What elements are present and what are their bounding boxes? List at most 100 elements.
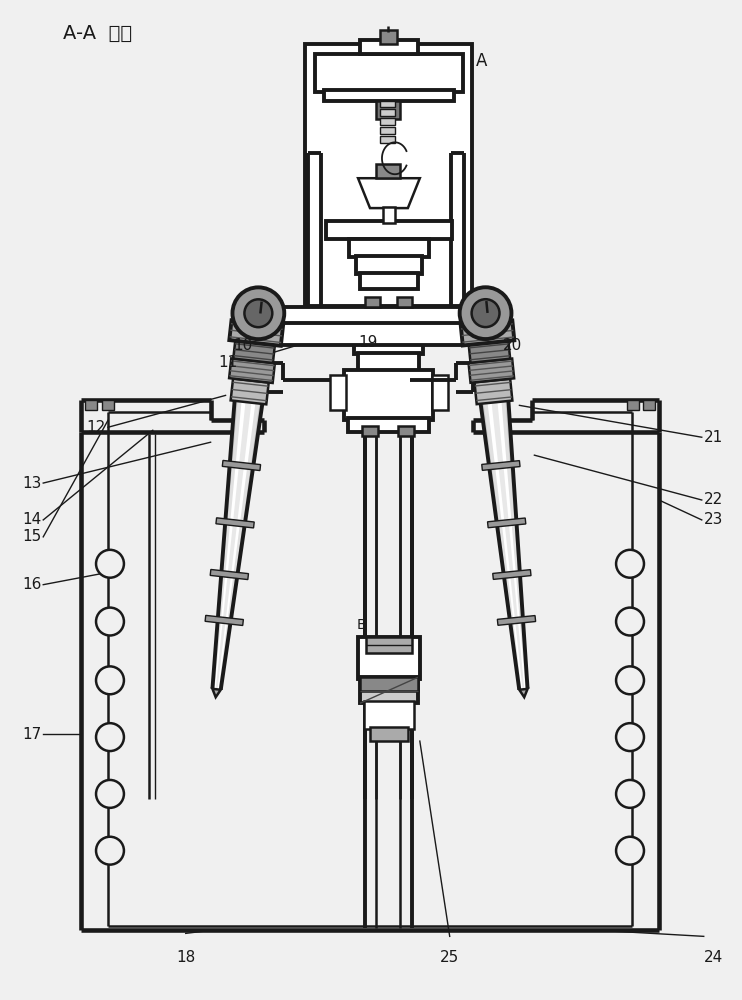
Bar [376,164,400,178]
Bar [627,400,639,410]
Circle shape [96,608,124,635]
Bar [354,336,423,354]
Bar [326,221,452,239]
Bar [315,54,463,92]
Polygon shape [519,689,528,697]
Polygon shape [223,460,260,471]
Polygon shape [212,689,220,697]
Polygon shape [358,178,420,208]
Bar [643,400,655,410]
Text: 23: 23 [703,512,723,527]
Bar [380,136,395,143]
Bar [364,701,414,729]
Polygon shape [493,570,531,579]
Polygon shape [497,616,536,625]
Text: 24: 24 [703,950,723,965]
Bar [324,90,453,101]
Polygon shape [210,569,249,580]
Polygon shape [481,401,528,690]
Circle shape [472,299,499,327]
Bar [102,400,114,410]
Circle shape [96,780,124,808]
Bar [370,727,408,741]
Text: 14: 14 [22,512,42,527]
Polygon shape [484,401,527,690]
Text: 10: 10 [233,338,252,353]
Bar [348,418,429,432]
Text: 22: 22 [703,492,723,507]
Text: 21: 21 [703,430,723,445]
Bar [365,297,380,307]
Circle shape [616,550,644,578]
Polygon shape [229,320,283,346]
Polygon shape [216,518,255,528]
Polygon shape [231,379,269,404]
Circle shape [96,723,124,751]
Text: A: A [476,52,487,70]
Bar [380,127,395,134]
Bar [380,118,395,125]
Bar [362,426,378,436]
Text: A-A  剖面: A-A 剖面 [63,24,132,43]
Polygon shape [491,402,525,689]
Bar [380,101,395,107]
Polygon shape [461,320,514,345]
Polygon shape [205,615,243,625]
Text: 16: 16 [22,577,42,592]
Circle shape [244,299,272,327]
Circle shape [232,287,284,339]
Polygon shape [487,402,525,689]
Polygon shape [469,341,510,363]
Bar [349,239,429,257]
Circle shape [616,666,644,694]
Polygon shape [233,341,275,363]
Bar [360,273,418,289]
Bar [380,30,397,44]
Circle shape [459,287,511,339]
Bar [330,375,346,410]
Bar [356,256,421,274]
Bar [360,40,418,54]
Circle shape [616,837,644,865]
Text: 13: 13 [22,476,42,491]
Circle shape [616,608,644,635]
Polygon shape [213,401,260,690]
Bar [432,375,447,410]
Text: B: B [357,618,367,632]
Bar [383,207,395,223]
Bar [358,353,418,372]
Circle shape [96,837,124,865]
Bar [397,297,412,307]
Bar [350,320,427,337]
Polygon shape [487,518,526,528]
Text: 20: 20 [502,338,522,353]
Polygon shape [229,358,275,383]
Polygon shape [468,359,514,383]
Bar [264,307,473,325]
Text: 11: 11 [218,355,237,370]
Circle shape [96,666,124,694]
Bar [345,307,432,321]
Bar [358,637,420,679]
Bar [344,370,433,420]
Bar [366,637,412,653]
Circle shape [616,780,644,808]
Bar [380,109,395,116]
Bar [305,44,472,306]
Polygon shape [482,461,520,470]
Bar [85,400,97,410]
Bar [273,323,464,345]
Text: 25: 25 [440,950,459,965]
Polygon shape [474,379,513,404]
Bar [398,426,414,436]
Text: 12: 12 [87,420,106,435]
Polygon shape [212,401,263,690]
Bar [360,677,418,703]
Polygon shape [214,402,255,690]
Text: 17: 17 [22,727,42,742]
Text: 19: 19 [358,335,378,350]
Circle shape [616,723,644,751]
Bar [376,101,400,119]
Text: 15: 15 [22,529,42,544]
Bar [360,677,418,691]
